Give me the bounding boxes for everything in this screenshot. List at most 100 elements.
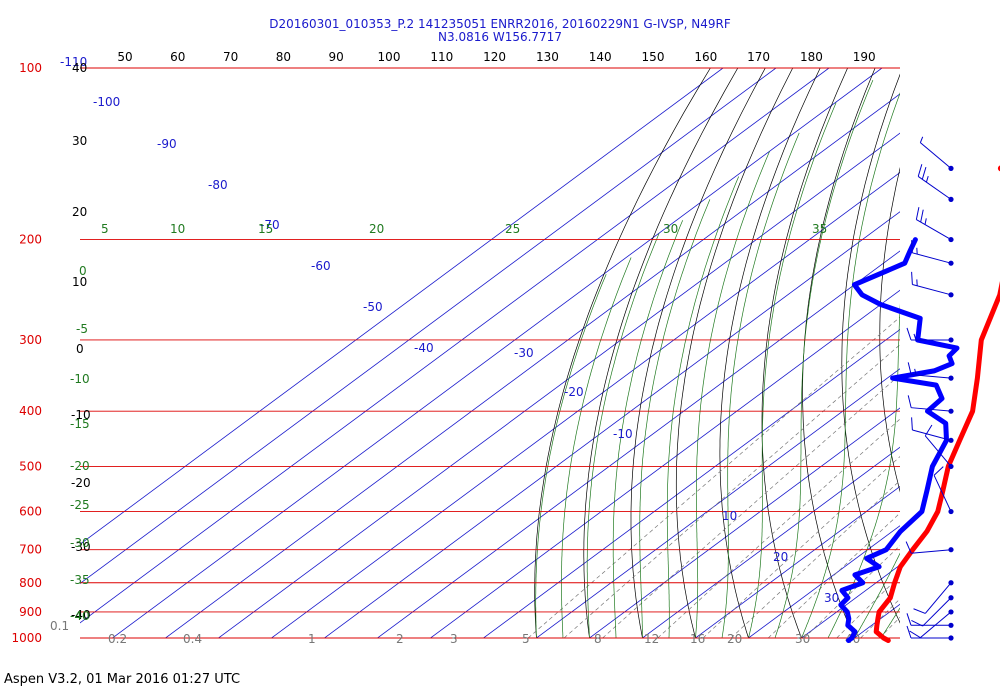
isobar-lines	[80, 67, 900, 639]
wind-barb-half-flag	[914, 368, 917, 376]
wind-barb-flag	[906, 613, 912, 626]
isotherm-line	[589, 407, 900, 638]
wind-barb	[924, 424, 954, 470]
dry-adiabat-label: 0	[79, 264, 87, 278]
top-axis-tick-label: 140	[589, 50, 612, 64]
isotherm-label: -60	[311, 259, 331, 273]
mixing-ratio-label: 16	[690, 632, 705, 646]
left-temperature-label: -110	[60, 55, 87, 69]
moist-adiabat-line	[666, 176, 740, 638]
dry-adiabat-line	[719, 68, 821, 638]
isotherm-line	[80, 68, 724, 545]
isotherm-labels: -100 -90 -80 -70 -60 -50 -40 -30 -20 -10 10 20 30	[93, 95, 839, 605]
pressure-tick-label: 300	[19, 333, 42, 347]
dry-adiabat-line	[630, 68, 766, 638]
wind-barb	[911, 595, 954, 627]
moist-adiabat-label: 35	[812, 222, 827, 236]
dry-adiabat-line	[952, 68, 1000, 638]
left-temperature-label: -10	[71, 408, 91, 422]
isotherm-line	[271, 171, 900, 638]
isotherm-line	[165, 93, 900, 638]
moist-adiabat-label: 20	[369, 222, 384, 236]
title-line-2: N3.0816 W156.7717	[438, 30, 562, 44]
left-temperature-label: 0	[76, 342, 84, 356]
wind-barb	[913, 580, 954, 614]
isotherm-lines	[80, 68, 900, 638]
wind-barb-shaft	[924, 582, 952, 614]
isotherm-label: 30	[824, 591, 839, 605]
isotherm-label: -100	[93, 95, 120, 109]
wind-barb-flag	[906, 327, 912, 341]
wind-barb-flag	[906, 625, 912, 639]
moist-adiabat-labels: 5 10 15 20 25 30 35	[101, 222, 827, 236]
wind-barb	[933, 466, 954, 515]
wind-barb-shaft	[916, 219, 952, 241]
moist-adiabat-label: 10	[170, 222, 185, 236]
wind-barb-flag	[911, 271, 913, 285]
moist-adiabat-line	[934, 68, 1000, 638]
top-axis-tick-label: 110	[430, 50, 453, 64]
isotherm-line	[324, 211, 900, 638]
isotherm-line	[80, 68, 777, 585]
isotherm-line	[695, 486, 900, 638]
isotherm-line	[80, 68, 830, 624]
top-axis-tick-label: 90	[329, 50, 344, 64]
dry-adiabat-label: -30	[70, 536, 90, 550]
mixing-ratio-line	[836, 575, 900, 638]
wind-barb-half-flag	[925, 175, 929, 183]
dry-adiabat-label: -40	[70, 609, 90, 623]
dry-adiabat-line	[879, 166, 900, 493]
isotherm-label: 10	[722, 509, 737, 523]
wind-barb-flag	[907, 395, 912, 408]
left-temperature-label: 30	[72, 134, 87, 148]
mixing-ratio-lines	[527, 316, 900, 638]
moist-adiabat-line	[748, 102, 837, 638]
pressure-tick-label: 800	[19, 576, 42, 590]
mixing-ratio-line	[702, 456, 900, 638]
wind-barb-shaft	[920, 611, 952, 639]
mixing-ratio-label: 5	[522, 632, 530, 646]
wind-barb	[911, 271, 954, 298]
isotherm-label: -90	[157, 137, 177, 151]
title-line-1: D20160301_010353_P.2 141235051 ENRR2016,…	[269, 17, 731, 31]
wind-barb	[907, 395, 954, 414]
mixing-ratio-label: 0.4	[183, 632, 202, 646]
left-temperature-label: 20	[72, 205, 87, 219]
wind-barb-flag	[917, 164, 923, 177]
top-axis-tick-label: 160	[694, 50, 717, 64]
chart-title: D20160301_010353_P.2 141235051 ENRR2016,…	[0, 18, 1000, 44]
dry-adiabat-line	[761, 68, 848, 638]
top-axis-tick-label: 120	[483, 50, 506, 64]
wind-barb	[906, 613, 954, 628]
isotherm-line	[377, 250, 900, 638]
wind-barb-shaft	[911, 407, 952, 412]
top-axis-tick-label: 130	[536, 50, 559, 64]
wind-barb-half-flag	[913, 333, 917, 341]
top-axis-tick-label: 60	[170, 50, 185, 64]
wind-barb-shaft	[912, 283, 952, 296]
wind-barb-shaft	[920, 142, 952, 169]
moist-adiabat-lines	[535, 68, 1000, 638]
wind-barb-flag	[913, 608, 926, 614]
moist-adiabat-line	[586, 233, 660, 638]
moist-adiabat-line	[827, 303, 900, 638]
wind-barb	[906, 327, 954, 343]
top-axis-tick-label: 150	[642, 50, 665, 64]
isotherm-line	[748, 525, 900, 638]
left-temperature-label: 40	[72, 61, 87, 75]
wind-barb-flag	[911, 240, 913, 253]
mixing-ratio-label: 30	[795, 632, 810, 646]
wind-barb-flag	[911, 417, 913, 431]
dry-adiabat-line	[583, 68, 739, 638]
isotherm-label: -40	[414, 341, 434, 355]
pressure-tick-label: 600	[19, 505, 42, 519]
wind-barb-shaft	[912, 429, 952, 441]
wind-barb-flag	[920, 209, 924, 223]
moist-adiabat-label: 5	[101, 222, 109, 236]
wind-barb	[911, 240, 954, 266]
wind-barb-half-flag	[924, 218, 927, 225]
pressure-tick-label: 400	[19, 404, 42, 418]
dry-adiabat-line	[802, 68, 876, 638]
mixing-ratio-label: 12	[644, 632, 659, 646]
isotherm-line	[483, 328, 900, 638]
